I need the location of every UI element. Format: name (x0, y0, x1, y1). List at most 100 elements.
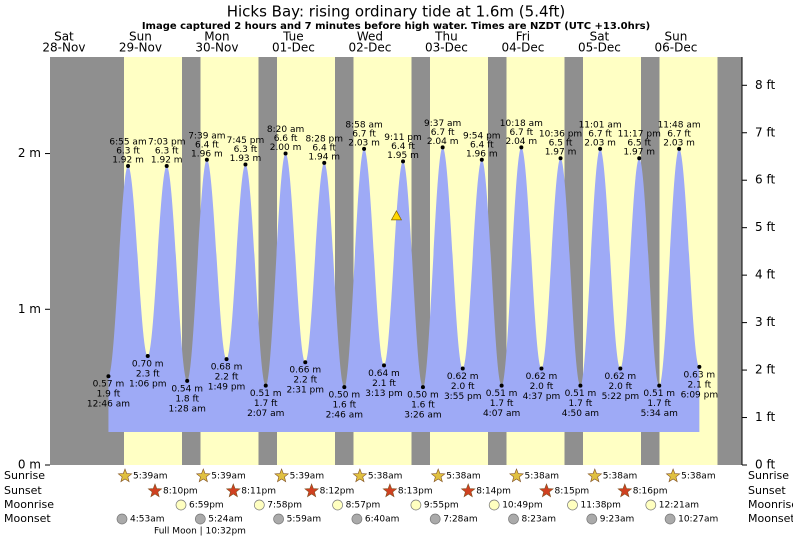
high-tide-dot (637, 156, 642, 161)
day-date: 29-Nov (119, 41, 162, 55)
day-date: 02-Dec (349, 41, 392, 55)
astro-icon (617, 483, 633, 498)
astro-icon (460, 483, 476, 498)
tide-label: 1.7 ft (647, 399, 671, 409)
low-tide-dot (618, 366, 623, 371)
tide-label: 10:18 am (500, 119, 543, 129)
y2-tick-label: 1 ft (755, 410, 775, 424)
tide-label: 0.51 m (250, 389, 282, 399)
astro-time: 8:23am (522, 515, 557, 525)
low-tide-dot (539, 366, 544, 371)
astro-time: 5:39am (211, 472, 246, 482)
astro-icon (488, 499, 500, 511)
tide-label: 0.51 m (565, 389, 597, 399)
high-tide-dot (479, 157, 484, 162)
astro-time: 9:23am (600, 515, 635, 525)
tide-label: 5:34 am (641, 409, 678, 419)
astro-icon (352, 468, 368, 483)
tide-label: 1.94 m (308, 152, 340, 162)
tide-label: 2.3 ft (136, 369, 160, 379)
y2-tick-label: 0 ft (755, 458, 775, 472)
tide-label: 7:03 pm (148, 138, 186, 148)
row-label: Sunset (4, 484, 42, 497)
tide-label: 1:49 pm (208, 383, 246, 393)
astro-time: 7:28am (443, 515, 478, 525)
astro-icon (351, 513, 363, 525)
astro-time: 8:14pm (476, 487, 511, 497)
day-date: 04-Dec (502, 41, 545, 55)
astro-icon (539, 483, 554, 498)
astro-time: 9:55pm (424, 501, 459, 511)
tide-label: 2.0 ft (608, 382, 632, 392)
y2-tick-label: 6 ft (755, 173, 775, 187)
astro-time: 7:58pm (267, 501, 302, 511)
astro-icon (332, 499, 343, 511)
high-tide-dot (401, 159, 406, 164)
tide-label: 6.3 ft (155, 147, 179, 157)
astro-icon (410, 499, 422, 511)
low-tide-dot (697, 364, 702, 369)
tide-area (108, 147, 700, 432)
tide-label: 6.7 ft (431, 128, 455, 138)
astro-time: 4:53am (130, 515, 165, 525)
row-label: Moonrise (748, 498, 793, 511)
day-date: 05-Dec (578, 41, 621, 55)
tide-label: 0.68 m (211, 363, 243, 373)
astro-icon (194, 513, 206, 525)
day-weekday: Sun (129, 30, 152, 44)
astro-icon (508, 513, 519, 525)
astro-time: 5:38am (446, 472, 481, 482)
low-tide-dot (224, 357, 229, 362)
high-tide-dot (558, 156, 563, 161)
astro-icon (382, 483, 398, 498)
tide-label: 11:01 am (579, 120, 622, 130)
astro-icon (430, 468, 446, 483)
tide-label: 2.03 m (584, 138, 616, 148)
astro-icon (586, 513, 598, 525)
row-label: Moonset (748, 512, 793, 525)
astro-icon (195, 468, 211, 483)
y-tick-label: 1 m (18, 302, 41, 316)
tide-label: 1.97 m (623, 148, 655, 158)
tide-label: 6.7 ft (509, 128, 533, 138)
astro-icon (429, 513, 441, 525)
astro-icon (175, 499, 187, 511)
astro-icon (273, 513, 284, 525)
tide-label: 0.50 m (328, 391, 360, 401)
tide-label: 0.51 m (643, 389, 675, 399)
high-tide-dot (598, 146, 603, 151)
astro-time: 8:57pm (346, 501, 381, 511)
high-tide-dot (283, 151, 288, 156)
tide-label: 6.3 ft (116, 147, 140, 157)
astro-icon (116, 513, 128, 525)
tide-label: 8:58 am (345, 120, 382, 130)
astro-time: 5:39am (133, 472, 168, 482)
day-weekday: Sat (590, 30, 610, 44)
tide-label: 4:50 am (562, 409, 599, 419)
tide-label: 2.03 m (348, 138, 380, 148)
row-label: Sunset (748, 484, 786, 497)
high-tide-dot (322, 160, 327, 165)
low-tide-dot (657, 383, 662, 388)
low-tide-dot (420, 385, 425, 390)
tide-label: 6.5 ft (627, 139, 651, 149)
astro-time: 5:24am (208, 515, 243, 525)
tide-label: 7:39 am (188, 131, 225, 141)
astro-icon (587, 468, 603, 483)
row-label: Moonrise (4, 498, 54, 511)
tide-label: 6.7 ft (352, 129, 376, 139)
day-date: 30-Nov (195, 41, 238, 55)
astro-icon (117, 468, 133, 483)
tide-label: 10:36 pm (539, 130, 582, 140)
tide-label: 2.2 ft (293, 376, 317, 386)
y2-tick-label: 2 ft (755, 363, 775, 377)
high-tide-dot (362, 146, 367, 151)
moon-phase: Full Moon | 10:32pm (154, 527, 246, 537)
y-tick-label: 2 m (18, 146, 41, 160)
tide-label: 1.6 ft (411, 401, 435, 411)
low-tide-dot (185, 378, 190, 383)
astro-icon (274, 468, 290, 483)
day-weekday: Tue (282, 30, 304, 44)
